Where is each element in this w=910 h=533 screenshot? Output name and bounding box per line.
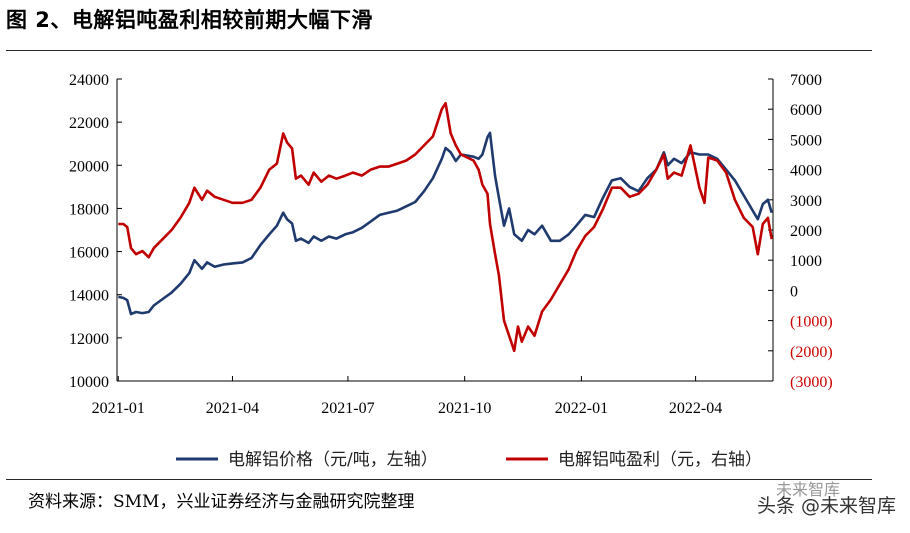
right-tick-label: 6000 [790, 102, 822, 119]
left-tick-label: 22000 [69, 115, 109, 132]
aluminum-profit-line [118, 101, 773, 353]
left-tick-label: 12000 [69, 331, 109, 348]
left-tick-label: 18000 [69, 201, 109, 218]
x-tick-label: 2022-01 [555, 400, 608, 417]
right-tick-label: (2000) [790, 344, 833, 361]
left-tick-label: 20000 [69, 158, 109, 175]
left-tick-label: 16000 [69, 245, 109, 262]
left-tick-label: 24000 [69, 72, 109, 89]
source-note: 资料来源：SMM，兴业证券经济与金融研究院整理 [28, 492, 415, 512]
chart-axes: 1000012000140001600018000200002200024000… [69, 72, 833, 417]
right-tick-label: 0 [790, 283, 798, 300]
aluminum-price-line [118, 131, 773, 316]
chart-title: 图 2、电解铝吨盈利相较前期大幅下滑 [6, 8, 373, 32]
series-layer [118, 101, 773, 353]
legend-label: 电解铝价格（元/吨，左轴） [228, 450, 438, 470]
title-divider [6, 50, 872, 51]
left-tick-label: 10000 [69, 374, 109, 391]
right-tick-label: 5000 [790, 132, 822, 149]
right-tick-label: 4000 [790, 163, 822, 180]
right-tick-label: 2000 [790, 223, 822, 240]
left-tick-label: 14000 [69, 288, 109, 305]
x-tick-label: 2021-10 [438, 400, 491, 417]
watermark: 头条 @未来智库 [756, 495, 896, 517]
right-tick-label: (3000) [790, 374, 833, 391]
right-tick-label: 3000 [790, 193, 822, 210]
x-tick-label: 2021-04 [206, 400, 259, 417]
chart-legend: 电解铝价格（元/吨，左轴） 电解铝吨盈利（元，右轴） [176, 450, 762, 470]
right-tick-label: 1000 [790, 253, 822, 270]
x-tick-label: 2021-01 [92, 400, 145, 417]
source-divider [6, 479, 872, 480]
right-tick-label: (1000) [790, 314, 833, 331]
watermark-logo: 未来智库 [776, 480, 841, 499]
right-tick-label: 7000 [790, 72, 822, 89]
legend-label: 电解铝吨盈利（元，右轴） [558, 450, 762, 470]
x-tick-label: 2022-04 [669, 400, 722, 417]
x-tick-label: 2021-07 [321, 400, 374, 417]
